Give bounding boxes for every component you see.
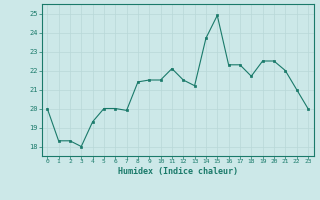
- X-axis label: Humidex (Indice chaleur): Humidex (Indice chaleur): [118, 167, 237, 176]
